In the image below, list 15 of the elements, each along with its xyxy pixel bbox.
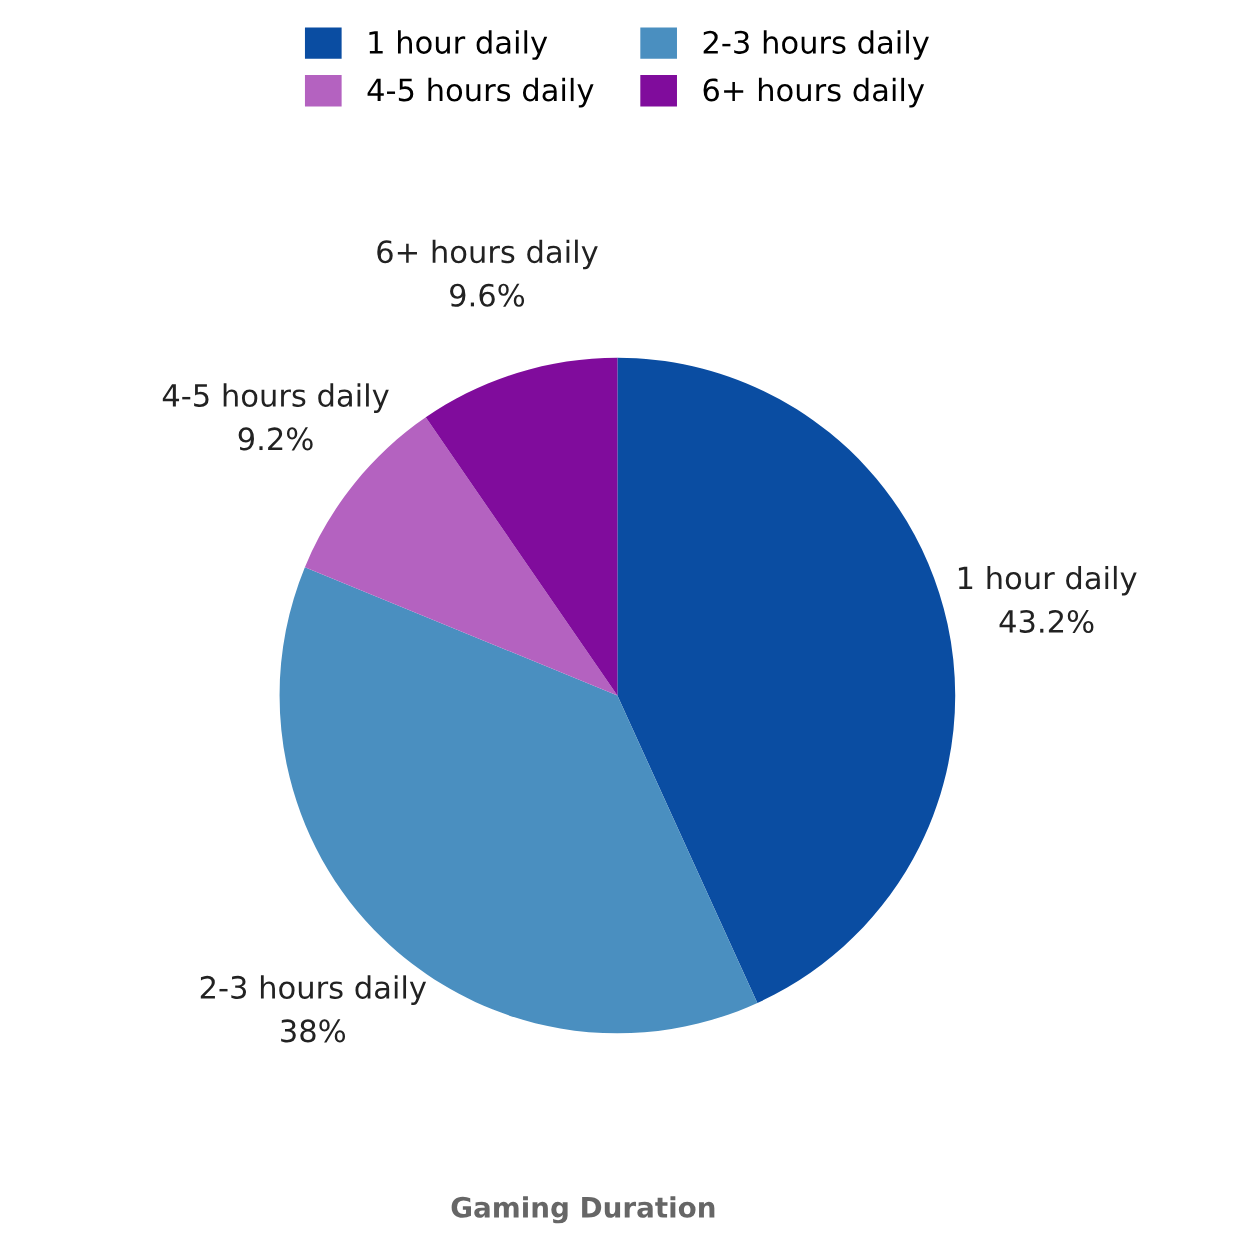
slice-label: 6+ hours daily bbox=[377, 239, 598, 270]
data-label: 9.6% bbox=[450, 283, 525, 307]
legend-label: 6+ hours daily bbox=[703, 77, 925, 108]
legend-label: 2-3 hours daily bbox=[703, 30, 929, 60]
data-label: 38% bbox=[281, 1019, 346, 1043]
pie-slice bbox=[425, 357, 618, 696]
slice-label: 4-5 hours daily bbox=[162, 383, 389, 413]
data-label: 9.2% bbox=[238, 427, 313, 451]
text: Gaming Duration bbox=[451, 1196, 715, 1224]
legend-label: 1 hour daily bbox=[369, 30, 548, 60]
slice-label: 1 hour daily bbox=[958, 565, 1137, 596]
legend-label: 4-5 hours daily bbox=[367, 77, 594, 108]
pie-slice bbox=[617, 357, 956, 1003]
slice-label: 2-3 hours daily bbox=[200, 975, 427, 1005]
data-label: 43.2% bbox=[999, 609, 1094, 634]
